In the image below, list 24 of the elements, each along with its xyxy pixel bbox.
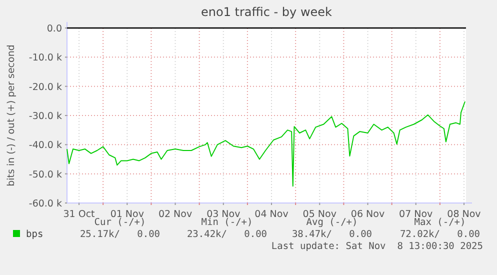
x-tick-label: 31 Oct — [63, 209, 96, 220]
text: 23.42k/ 0.00 — [186, 229, 268, 240]
x-tick-label: 06 Nov — [350, 209, 385, 220]
line-series — [66, 101, 466, 187]
text: Last update: Sat Nov 8 13:00:30 2025 — [271, 241, 483, 252]
text: 38.47k/ 0.00 — [292, 229, 372, 240]
chart-title: eno1 traffic - by week — [201, 5, 332, 19]
x-tick-label: 02 Nov — [158, 209, 192, 220]
text: Min (-/+) — [201, 217, 253, 228]
y-tick-label: -50.0 k — [28, 169, 62, 180]
y-tick-label: -10.0 k — [28, 52, 62, 64]
text: Avg (-/+) — [306, 217, 358, 228]
text: 25.17k/ 0.00 — [80, 229, 160, 240]
x-tick-label: 04 Nov — [254, 209, 289, 220]
text: Max (-/+) — [414, 217, 466, 228]
y-tick-label: -30.0 k — [28, 111, 62, 122]
legend-label: bps — [26, 229, 44, 240]
text: Cur (-/+) — [94, 217, 146, 228]
text: 72.02k/ 0.00 — [400, 229, 480, 240]
y-tick-label: -40.0 k — [28, 140, 62, 152]
y-tick-label: 0.0 — [46, 24, 62, 34]
y-axis-title: bits in (-) / out (+) per second — [6, 44, 17, 186]
y-tick-label: -20.0 k — [28, 82, 62, 93]
y-tick-label: -60.0 k — [28, 198, 62, 210]
